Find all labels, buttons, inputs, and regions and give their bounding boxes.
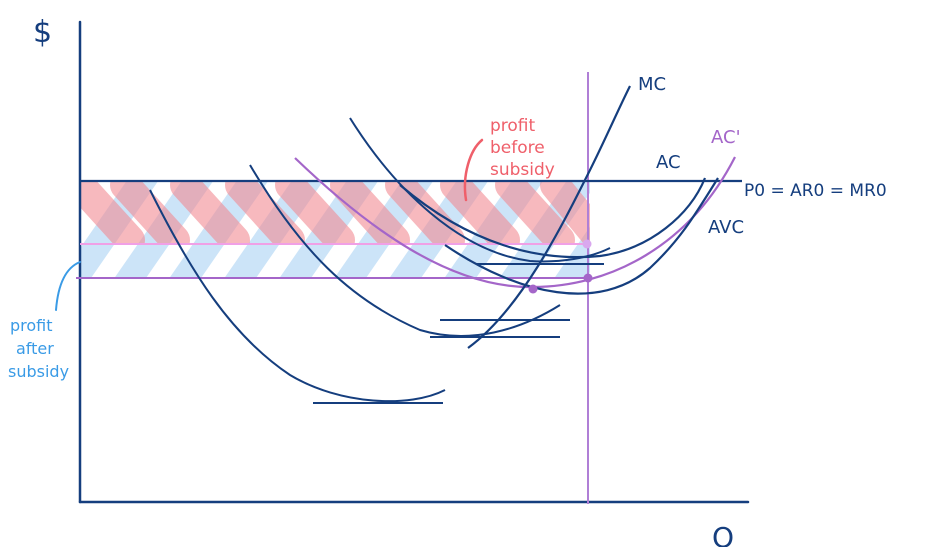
ac-prime-label: AC' — [711, 127, 741, 148]
point-ac-prime-level — [583, 273, 593, 283]
mc-curve — [467, 85, 631, 349]
profit-before-pointer — [463, 138, 484, 202]
point-mc-ac-prime — [528, 284, 538, 294]
y-axis-label: $ — [33, 15, 52, 50]
profit-after-pointer — [55, 261, 81, 311]
x-axis-label: Q — [712, 521, 734, 547]
ac-curve — [399, 177, 707, 259]
svg-text:before: before — [490, 138, 545, 158]
svg-text:after: after — [16, 339, 54, 358]
price-line-label: P0 = AR0 = MR0 — [744, 181, 887, 201]
profit-before-label: profit before subsidy — [490, 116, 555, 180]
avc-label: AVC — [708, 217, 744, 238]
svg-text:subsidy: subsidy — [8, 362, 69, 381]
profit-after-label: profit after subsidy — [8, 316, 69, 381]
ac-label: AC — [656, 152, 681, 173]
svg-text:profit: profit — [490, 116, 536, 136]
svg-text:subsidy: subsidy — [490, 160, 555, 180]
svg-text:profit: profit — [10, 316, 53, 335]
avc-curve — [444, 177, 719, 295]
point-ac-level — [582, 239, 592, 249]
short-run-curve-2 — [249, 164, 561, 337]
mc-label: MC — [638, 74, 666, 95]
profit-before-subsidy-region — [80, 182, 590, 244]
short-run-curve-1 — [149, 189, 446, 403]
